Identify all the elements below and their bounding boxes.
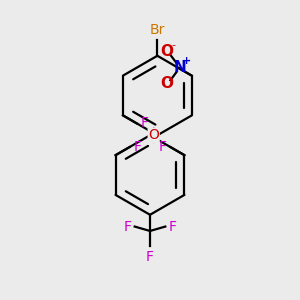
Text: +: + xyxy=(182,56,191,66)
Text: O: O xyxy=(160,44,173,59)
Text: -: - xyxy=(171,40,175,50)
Text: F: F xyxy=(140,116,148,130)
Text: F: F xyxy=(169,220,177,234)
Text: O: O xyxy=(148,128,159,142)
Text: F: F xyxy=(146,250,154,264)
Text: Br: Br xyxy=(150,22,165,37)
Text: F: F xyxy=(159,140,167,154)
Text: O: O xyxy=(160,76,173,91)
Text: N: N xyxy=(174,60,187,75)
Text: F: F xyxy=(123,220,131,234)
Text: F: F xyxy=(133,140,141,154)
